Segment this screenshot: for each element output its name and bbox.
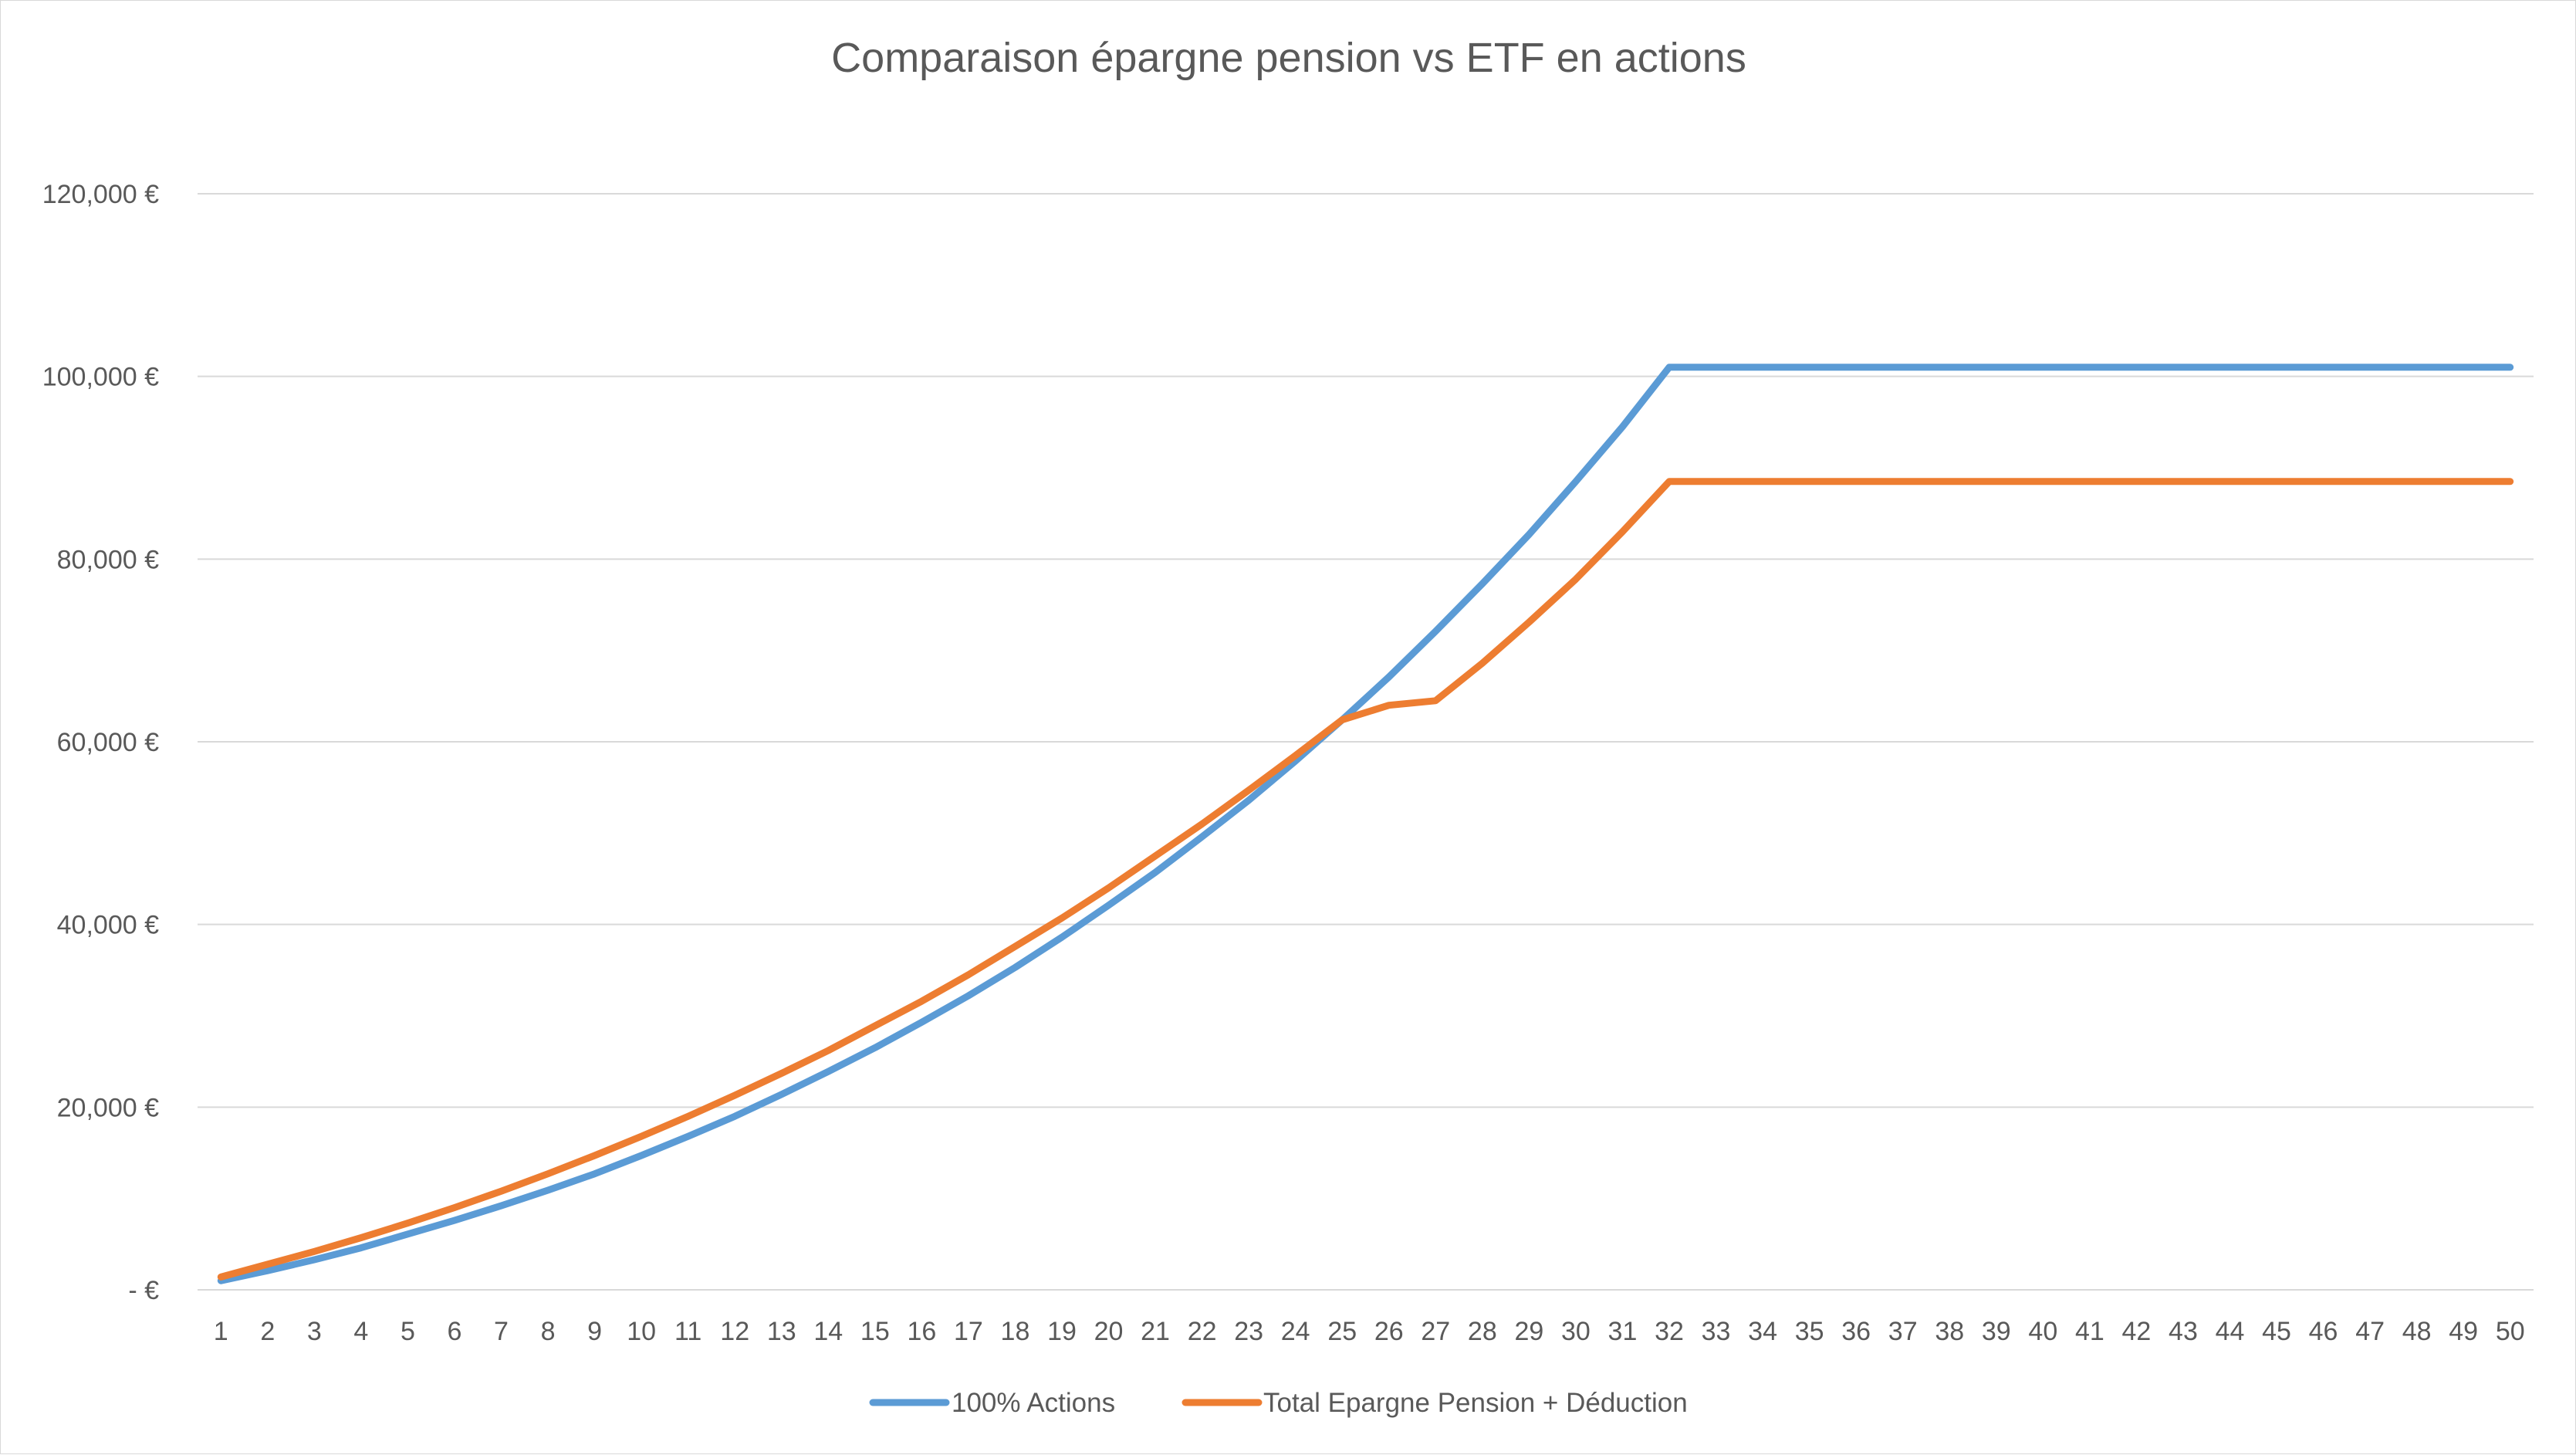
y-tick-label: 40,000 € — [57, 911, 159, 940]
x-tick-label: 44 — [2216, 1317, 2245, 1346]
x-tick-label: 43 — [2169, 1317, 2198, 1346]
x-tick-label: 50 — [2496, 1317, 2525, 1346]
x-tick-label: 46 — [2309, 1317, 2338, 1346]
x-tick-label: 49 — [2449, 1317, 2478, 1346]
y-tick-label: 60,000 € — [57, 728, 159, 757]
x-tick-label: 42 — [2121, 1317, 2151, 1346]
x-tick-label: 17 — [954, 1317, 983, 1346]
x-tick-label: 8 — [541, 1317, 556, 1346]
x-tick-label: 45 — [2262, 1317, 2291, 1346]
x-tick-label: 37 — [1888, 1317, 1918, 1346]
x-tick-label: 41 — [2075, 1317, 2104, 1346]
x-tick-label: 2 — [260, 1317, 275, 1346]
x-tick-label: 11 — [674, 1317, 701, 1346]
x-tick-label: 23 — [1234, 1317, 1263, 1346]
x-tick-label: 19 — [1047, 1317, 1077, 1346]
series-line-2 — [217, 478, 2514, 1281]
y-tick-label: 100,000 € — [42, 363, 159, 392]
legend-label: Total Epargne Pension + Déduction — [1263, 1388, 1688, 1418]
x-tick-label: 34 — [1748, 1317, 1777, 1346]
x-tick-label: 9 — [587, 1317, 602, 1346]
x-tick-label: 3 — [307, 1317, 322, 1346]
legend: 100% Actions Total Epargne Pension + Dédu… — [869, 1388, 1688, 1418]
legend-label: 100% Actions — [952, 1388, 1115, 1418]
x-tick-label: 10 — [627, 1317, 656, 1346]
x-tick-label: 31 — [1608, 1317, 1638, 1346]
x-tick-label: 39 — [1982, 1317, 2011, 1346]
series-group — [217, 364, 2514, 1284]
series-line-1 — [217, 364, 2514, 1284]
y-tick-label: - € — [128, 1276, 159, 1305]
x-tick-label: 6 — [448, 1317, 462, 1346]
x-tick-label: 12 — [720, 1317, 749, 1346]
x-axis: 1 2 3 4 5 6 7 8 9 10 11 12 13 14 15 16 17 18 19 20 21 22 23 24 2… — [214, 1317, 2525, 1346]
y-tick-label: 120,000 € — [42, 180, 159, 209]
x-tick-label: 36 — [1841, 1317, 1871, 1346]
x-tick-label: 18 — [1001, 1317, 1030, 1346]
x-tick-label: 21 — [1141, 1317, 1170, 1346]
chart-title: Comparaison épargne pension vs ETF en ac… — [831, 35, 1746, 81]
x-tick-label: 40 — [2028, 1317, 2057, 1346]
x-tick-label: 22 — [1188, 1317, 1217, 1346]
x-tick-label: 35 — [1795, 1317, 1824, 1346]
x-tick-label: 14 — [813, 1317, 843, 1346]
x-tick-label: 33 — [1702, 1317, 1731, 1346]
x-tick-label: 15 — [860, 1317, 890, 1346]
x-tick-label: 25 — [1327, 1317, 1357, 1346]
y-tick-label: 20,000 € — [57, 1093, 159, 1122]
x-tick-label: 16 — [907, 1317, 936, 1346]
x-tick-label: 47 — [2355, 1317, 2385, 1346]
x-tick-label: 27 — [1421, 1317, 1450, 1346]
y-axis: - € 20,000 € 40,000 € 60,000 € 80,000 € 100,0… — [42, 180, 159, 1305]
x-tick-label: 13 — [767, 1317, 796, 1346]
x-tick-label: 26 — [1374, 1317, 1404, 1346]
x-tick-label: 7 — [494, 1317, 509, 1346]
y-tick-label: 80,000 € — [57, 545, 159, 574]
x-tick-label: 24 — [1281, 1317, 1310, 1346]
x-tick-label: 48 — [2402, 1317, 2432, 1346]
x-tick-label: 28 — [1468, 1317, 1497, 1346]
x-tick-label: 30 — [1561, 1317, 1591, 1346]
x-tick-label: 38 — [1935, 1317, 1964, 1346]
x-tick-label: 4 — [353, 1317, 368, 1346]
gridlines — [198, 193, 2534, 1291]
x-tick-label: 29 — [1514, 1317, 1543, 1346]
x-tick-label: 1 — [214, 1317, 228, 1346]
x-tick-label: 32 — [1655, 1317, 1684, 1346]
x-tick-label: 5 — [401, 1317, 415, 1346]
x-tick-label: 20 — [1094, 1317, 1124, 1346]
